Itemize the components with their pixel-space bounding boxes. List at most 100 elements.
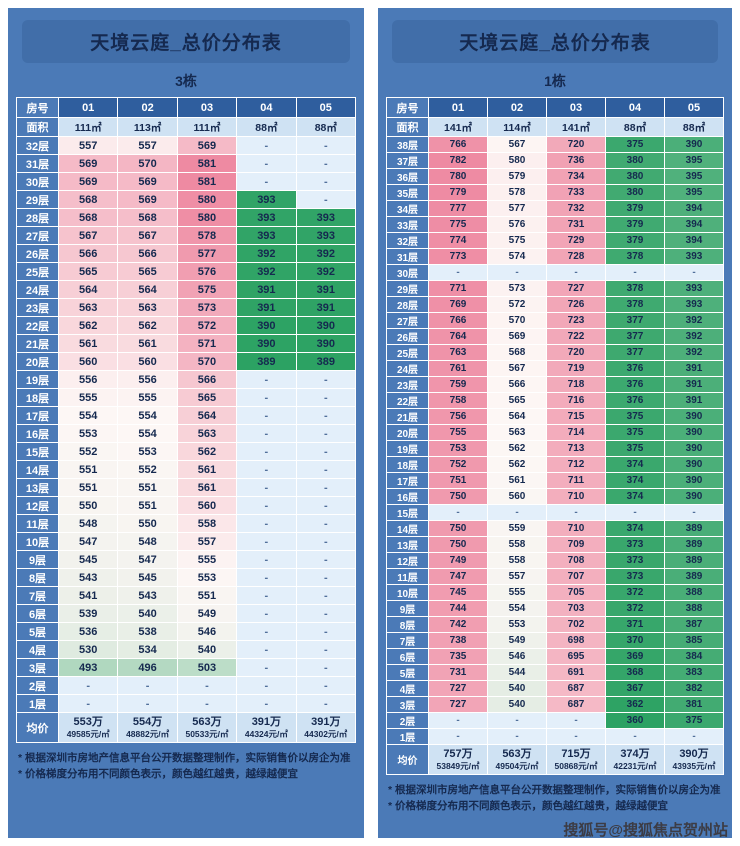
price-cell: 545 <box>117 568 178 587</box>
price-cell: - <box>487 712 547 729</box>
price-cell: - <box>428 728 488 745</box>
price-cell: 393 <box>664 280 724 297</box>
price-cell: 374 <box>605 520 665 537</box>
average-total-price: 554万 <box>132 715 163 728</box>
price-cell: - <box>295 478 357 497</box>
price-cell: 726 <box>546 296 606 313</box>
price-cell: 553 <box>117 442 178 461</box>
price-cell: - <box>295 622 357 641</box>
price-cell: 708 <box>546 552 606 569</box>
price-cell: 750 <box>428 488 488 505</box>
price-cell: 780 <box>428 168 488 185</box>
average-cell: 391万 44324元/㎡ <box>236 712 297 743</box>
floor-row: 27层 766 570 723 377 392 <box>386 312 724 329</box>
price-cell: - <box>295 514 357 533</box>
price-cell: - <box>546 728 606 745</box>
price-cell: 541 <box>57 586 119 605</box>
price-cell: 551 <box>176 586 238 605</box>
floor-label: 25层 <box>16 262 59 281</box>
average-cell: 554万 48882元/㎡ <box>117 712 178 743</box>
price-cell: 553 <box>176 568 238 587</box>
average-unit-price: 49585元/㎡ <box>66 729 110 739</box>
floor-row: 4层 530 534 540- - <box>16 640 357 659</box>
price-cell: 733 <box>546 184 606 201</box>
price-cell: 567 <box>117 226 178 245</box>
price-cell: 734 <box>546 168 606 185</box>
average-unit-price: 44302元/㎡ <box>304 729 348 739</box>
price-cell: 360 <box>605 712 665 729</box>
price-cell: - <box>295 136 357 155</box>
footnote: * 价格梯度分布用不同颜色表示，颜色越红越贵，越绿越便宜 <box>18 767 299 780</box>
floor-label: 32层 <box>16 136 59 155</box>
price-cell: 566 <box>57 244 119 263</box>
price-cell: 561 <box>117 334 178 353</box>
footnotes: * 根据深圳市房地产信息平台公开数据整理制作，实际销售价以房企为准 * 价格梯度… <box>18 751 354 783</box>
floor-label: 17层 <box>16 406 59 425</box>
price-cell: 552 <box>117 460 178 479</box>
average-unit-price: 53849元/㎡ <box>436 761 480 771</box>
price-cell: 716 <box>546 392 606 409</box>
price-cell: 394 <box>664 232 724 249</box>
price-cell: 543 <box>57 568 119 587</box>
price-cell: - <box>236 694 297 713</box>
average-unit-price: 48882元/㎡ <box>126 729 170 739</box>
price-cell: 777 <box>428 200 488 217</box>
price-cell: 557 <box>176 532 238 551</box>
price-cell: 742 <box>428 616 488 633</box>
price-cell: 564 <box>487 408 547 425</box>
floor-label: 37层 <box>386 152 429 169</box>
price-cell: - <box>428 264 488 281</box>
price-cell: 567 <box>487 136 547 153</box>
price-cell: 758 <box>428 392 488 409</box>
price-cell: - <box>295 172 357 191</box>
price-cell: 570 <box>117 154 178 173</box>
floor-label: 7层 <box>386 632 429 649</box>
price-cell: - <box>236 532 297 551</box>
price-cell: 556 <box>57 370 119 389</box>
average-unit-price: 44324元/㎡ <box>244 729 288 739</box>
price-cell: 557 <box>487 568 547 585</box>
price-cell: 534 <box>117 640 178 659</box>
price-cell: 394 <box>664 216 724 233</box>
price-cell: 374 <box>605 488 665 505</box>
floor-row: 2层 - - -360 375 <box>386 712 724 729</box>
price-cell: 380 <box>605 152 665 169</box>
price-cell: - <box>236 172 297 191</box>
price-cell: 540 <box>487 696 547 713</box>
average-cell: 563万 50533元/㎡ <box>176 712 238 743</box>
floor-row: 12层 550 551 560- - <box>16 496 357 515</box>
price-cell: 555 <box>487 584 547 601</box>
price-cell: 750 <box>428 520 488 537</box>
floor-label: 31层 <box>386 248 429 265</box>
price-cell: 374 <box>605 472 665 489</box>
price-cell: 561 <box>57 334 119 353</box>
floor-row: 25层 763 568 720 377 392 <box>386 344 724 361</box>
price-cell: 383 <box>664 664 724 681</box>
price-cell: 750 <box>428 536 488 553</box>
price-cell: 382 <box>664 680 724 697</box>
floor-label: 34层 <box>386 200 429 217</box>
footnote: * 价格梯度分布用不同颜色表示，颜色越红越贵，越绿越便宜 <box>388 799 669 812</box>
floor-label: 5层 <box>386 664 429 681</box>
floor-row: 8层 742 553 702 371 387 <box>386 616 724 633</box>
price-cell: 568 <box>57 190 119 209</box>
price-cell: 377 <box>605 312 665 329</box>
price-cell: 395 <box>664 168 724 185</box>
floor-label: 26层 <box>386 328 429 345</box>
floor-label: 9层 <box>16 550 59 569</box>
floor-label: 26层 <box>16 244 59 263</box>
price-cell: 390 <box>295 316 357 335</box>
price-cell: 577 <box>176 244 238 263</box>
price-cell: 580 <box>487 152 547 169</box>
price-cell: 555 <box>176 550 238 569</box>
floor-label: 15层 <box>16 442 59 461</box>
building-label: 3栋 <box>175 73 197 89</box>
floor-label: 1层 <box>386 728 429 745</box>
price-cell: 744 <box>428 600 488 617</box>
average-unit-price: 42231元/㎡ <box>613 761 657 771</box>
price-cell: 540 <box>117 604 178 623</box>
price-cell: 385 <box>664 632 724 649</box>
price-cell: 388 <box>664 584 724 601</box>
price-cell: 376 <box>605 376 665 393</box>
price-cell: 727 <box>546 280 606 297</box>
